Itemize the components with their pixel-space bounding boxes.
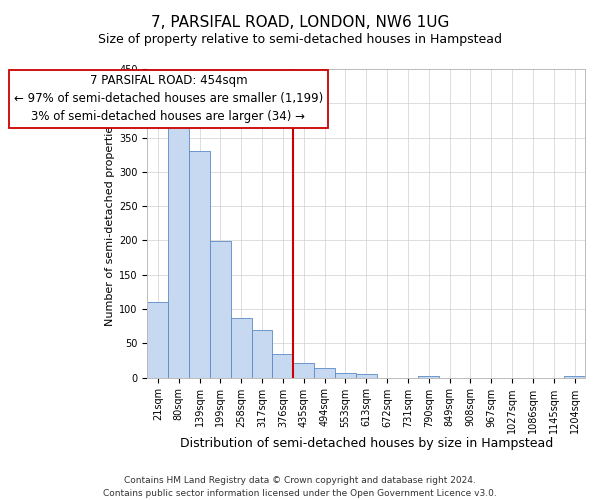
Text: Size of property relative to semi-detached houses in Hampstead: Size of property relative to semi-detach…	[98, 32, 502, 46]
Bar	[231, 318, 251, 378]
Text: 7 PARSIFAL ROAD: 454sqm
← 97% of semi-detached houses are smaller (1,199)
3% of : 7 PARSIFAL ROAD: 454sqm ← 97% of semi-de…	[14, 74, 323, 124]
Bar	[314, 368, 335, 378]
Bar	[169, 122, 189, 378]
Bar	[564, 376, 585, 378]
Bar	[251, 330, 272, 378]
Y-axis label: Number of semi-detached properties: Number of semi-detached properties	[105, 120, 115, 326]
Bar	[148, 302, 169, 378]
Bar	[293, 362, 314, 378]
Bar	[356, 374, 377, 378]
X-axis label: Distribution of semi-detached houses by size in Hampstead: Distribution of semi-detached houses by …	[179, 437, 553, 450]
Bar	[418, 376, 439, 378]
Bar	[189, 152, 210, 378]
Bar	[335, 373, 356, 378]
Bar	[210, 241, 231, 378]
Bar	[272, 354, 293, 378]
Text: Contains HM Land Registry data © Crown copyright and database right 2024.
Contai: Contains HM Land Registry data © Crown c…	[103, 476, 497, 498]
Text: 7, PARSIFAL ROAD, LONDON, NW6 1UG: 7, PARSIFAL ROAD, LONDON, NW6 1UG	[151, 15, 449, 30]
